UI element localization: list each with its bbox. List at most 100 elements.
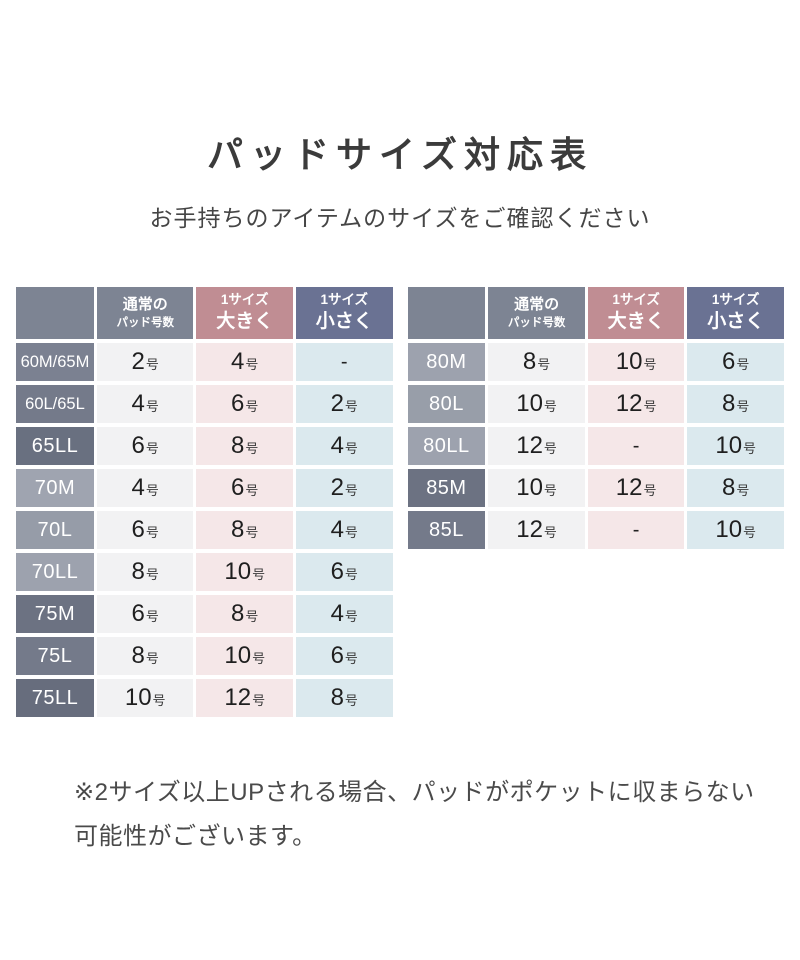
col-header-line: 通常の	[514, 295, 560, 313]
row-size-label: 75L	[16, 637, 94, 675]
pad-number: 12	[516, 432, 543, 459]
pad-number: 12	[516, 516, 543, 543]
pad-number: 6	[231, 390, 245, 417]
pad-unit: 号	[344, 399, 358, 414]
pad-unit: 号	[543, 399, 557, 414]
cell-smaller-value: 4号	[296, 595, 393, 633]
pad-unit: 号	[145, 483, 159, 498]
footnote: ※2サイズ以上UPされる場合、パッドがポケットに収まらない 可能性がございます。	[74, 771, 800, 860]
pad-unit: 号	[145, 399, 159, 414]
col-header-one-size-smaller: 1サイズ 小さく	[687, 287, 784, 339]
pad-number: 10	[124, 684, 152, 711]
cell-larger-value: 10号	[196, 637, 293, 675]
cell-larger-value: 4号	[196, 343, 293, 381]
pad-number: 6	[131, 516, 145, 543]
pad-unit: 号	[344, 567, 358, 582]
cell-normal-value: 4号	[96, 385, 194, 423]
col-header-line: パッド号数	[116, 317, 174, 330]
pad-number: 2	[330, 390, 344, 417]
pad-number: 12	[615, 390, 643, 417]
pad-unit: 号	[245, 441, 259, 456]
cell-larger-value: -	[587, 427, 685, 465]
table-row: 60M/65M 2号 4号 -	[16, 343, 393, 381]
row-size-label: 75LL	[16, 679, 94, 717]
cell-normal-value: 4号	[96, 469, 194, 507]
row-size-label: 65LL	[16, 427, 94, 465]
cell-larger-value: 12号	[587, 385, 685, 423]
pad-unit: 号	[643, 483, 657, 498]
corner-cell	[16, 287, 94, 339]
pad-number: 12	[615, 474, 643, 501]
cell-smaller-value: 8号	[687, 385, 784, 423]
pad-unit: 号	[245, 357, 259, 372]
table-row: 80L 10号 12号 8号	[407, 385, 784, 423]
pad-unit: 号	[543, 483, 557, 498]
pad-number: 8	[131, 642, 145, 669]
row-size-label: 70M	[16, 469, 94, 507]
pad-unit: 号	[245, 483, 259, 498]
cell-larger-value: -	[587, 511, 685, 549]
footnote-line: 可能性がございます。	[74, 823, 317, 851]
pad-number: 10	[224, 558, 252, 585]
pad-unit: 号	[743, 525, 757, 540]
col-header-one-size-smaller: 1サイズ 小さく	[296, 287, 393, 339]
col-header-line: パッド号数	[507, 317, 566, 330]
pad-unit: 号	[344, 483, 358, 498]
pad-number: 12	[224, 684, 252, 711]
pad-number: 8	[231, 516, 245, 543]
col-header-line: 通常の	[122, 295, 168, 313]
cell-smaller-value: 10号	[687, 427, 784, 465]
pad-unit: 号	[643, 357, 657, 372]
table-body-right: 80M 8号 10号 6号 80L 10号 12号 8号 80LL 12号 -10号 85M 10号 12…	[407, 343, 784, 549]
cell-smaller-value: -	[296, 343, 393, 381]
cell-normal-value: 8号	[96, 637, 194, 675]
pad-unit: 号	[543, 441, 557, 456]
col-header-one-size-larger: 1サイズ 大きく	[196, 287, 293, 339]
col-header-line: 小さく	[707, 310, 765, 332]
pad-unit: 号	[145, 525, 159, 540]
pad-number: 10	[615, 348, 643, 375]
pad-unit: 号	[543, 525, 557, 540]
table-row: 75L 8号 10号 6号	[16, 637, 393, 675]
page-title: パッドサイズ対応表	[207, 134, 593, 175]
pad-unit: 号	[145, 567, 159, 582]
pad-number: 4	[330, 600, 344, 627]
col-header-line: 大きく	[607, 310, 665, 332]
cell-larger-value: 10号	[587, 343, 685, 381]
pad-unit: 号	[252, 567, 266, 582]
col-header-one-size-larger: 1サイズ 大きく	[587, 287, 685, 339]
table-row: 60L/65L 4号 6号 2号	[16, 385, 393, 423]
cell-normal-value: 6号	[96, 511, 194, 549]
cell-normal-value: 8号	[96, 553, 194, 591]
pad-unit: 号	[145, 357, 159, 372]
col-header-line: 1サイズ	[320, 292, 369, 308]
cell-larger-value: 12号	[587, 469, 685, 507]
cell-smaller-value: 6号	[687, 343, 784, 381]
pad-number: 4	[330, 432, 344, 459]
tables-container: 通常の パッド号数 1サイズ 大きく 1サイズ 小さく 60M/65M 2号 4号 -…	[0, 283, 800, 721]
row-size-label: 85M	[407, 469, 486, 507]
pad-unit: 号	[344, 525, 358, 540]
pad-number: 4	[131, 390, 145, 417]
cell-larger-value: 6号	[196, 385, 293, 423]
table-header: 通常の パッド号数 1サイズ 大きく 1サイズ 小さく	[16, 287, 393, 339]
cell-normal-value: 10号	[96, 679, 194, 717]
row-size-label: 75M	[16, 595, 94, 633]
pad-unit: 号	[344, 693, 358, 708]
col-header-line: 1サイズ	[220, 292, 269, 308]
col-header-normal-pad-number: 通常の パッド号数	[96, 287, 194, 339]
pad-number: 4	[330, 516, 344, 543]
col-header-line: 大きく	[216, 310, 274, 332]
pad-unit: 号	[537, 357, 551, 372]
pad-unit: 号	[245, 399, 259, 414]
pad-number: 6	[131, 600, 145, 627]
row-size-label: 70LL	[16, 553, 94, 591]
pad-number: 10	[224, 642, 252, 669]
pad-number: 8	[330, 684, 344, 711]
pad-unit: 号	[344, 651, 358, 666]
cell-normal-value: 6号	[96, 427, 194, 465]
pad-number: 8	[231, 600, 245, 627]
cell-smaller-value: 2号	[296, 469, 393, 507]
row-size-label: 70L	[16, 511, 94, 549]
pad-unit: 号	[145, 651, 159, 666]
